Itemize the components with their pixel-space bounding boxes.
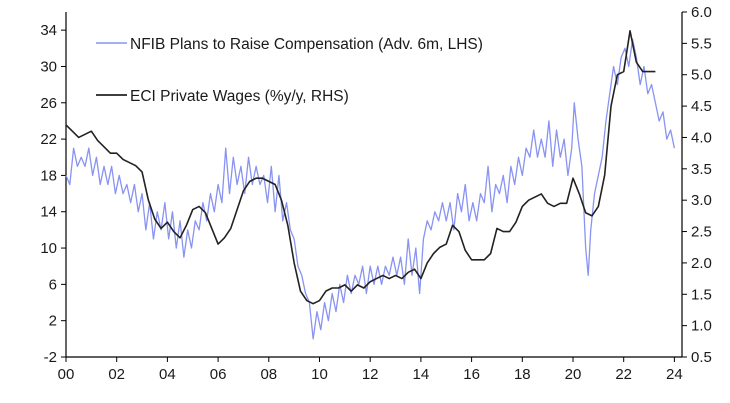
right-tick-label: 6.0 [691, 4, 712, 21]
right-tick-label: 1.0 [691, 318, 712, 335]
series-line-nfib [65, 38, 676, 340]
series-layer [65, 30, 676, 340]
x-tick-label: 04 [159, 366, 176, 383]
x-tick-label: 10 [311, 366, 328, 383]
x-tick-label: 06 [210, 366, 227, 383]
x-tick-label: 20 [565, 366, 582, 383]
x-tick-label: 08 [260, 366, 277, 383]
right-tick-label: 4.0 [691, 129, 712, 146]
plot-frame [65, 12, 683, 358]
right-tick-label: 2.0 [691, 255, 712, 272]
x-axis: 00 02 04 06 08 10 12 14 16 18 20 22 24 [58, 357, 683, 383]
series-line-eci [65, 30, 656, 305]
right-tick-label: 3.0 [691, 192, 712, 209]
left-tick-label: 18 [40, 167, 57, 184]
x-tick-label: 02 [108, 366, 125, 383]
right-tick-label: 4.5 [691, 98, 712, 115]
right-tick-label: 5.0 [691, 67, 712, 84]
left-tick-label: 26 [40, 95, 57, 112]
left-tick-label: 22 [40, 131, 57, 148]
left-tick-label: 34 [40, 22, 57, 39]
x-tick-label: 18 [514, 366, 531, 383]
x-tick-label: 22 [615, 366, 632, 383]
right-tick-label: 3.5 [691, 161, 712, 178]
right-tick-label: 0.5 [691, 349, 712, 366]
left-tick-label: -2 [44, 349, 57, 366]
x-tick-label: 00 [58, 366, 75, 383]
legend-label-eci: ECI Private Wages (%y/y, RHS) [130, 88, 349, 105]
right-tick-label: 2.5 [691, 224, 712, 241]
left-tick-label: 30 [40, 58, 57, 75]
x-tick-label: 12 [362, 366, 379, 383]
left-tick-label: 14 [40, 204, 57, 221]
x-tick-label: 16 [463, 366, 480, 383]
x-tick-label: 14 [413, 366, 430, 383]
right-axis: 0.5 1.0 1.5 2.0 2.5 3.0 3.5 4.0 4.5 5.0 5.5 6.0 [682, 4, 712, 366]
left-tick-label: 2 [49, 313, 57, 330]
legend-label-nfib: NFIB Plans to Raise Compensation (Adv. 6… [130, 36, 483, 53]
legend: NFIB Plans to Raise Compensation (Adv. 6… [96, 36, 483, 105]
x-tick-label: 24 [666, 366, 683, 383]
right-tick-label: 5.5 [691, 35, 712, 52]
right-tick-label: 1.5 [691, 286, 712, 303]
left-tick-label: 6 [49, 276, 57, 293]
left-tick-label: 10 [40, 240, 57, 257]
